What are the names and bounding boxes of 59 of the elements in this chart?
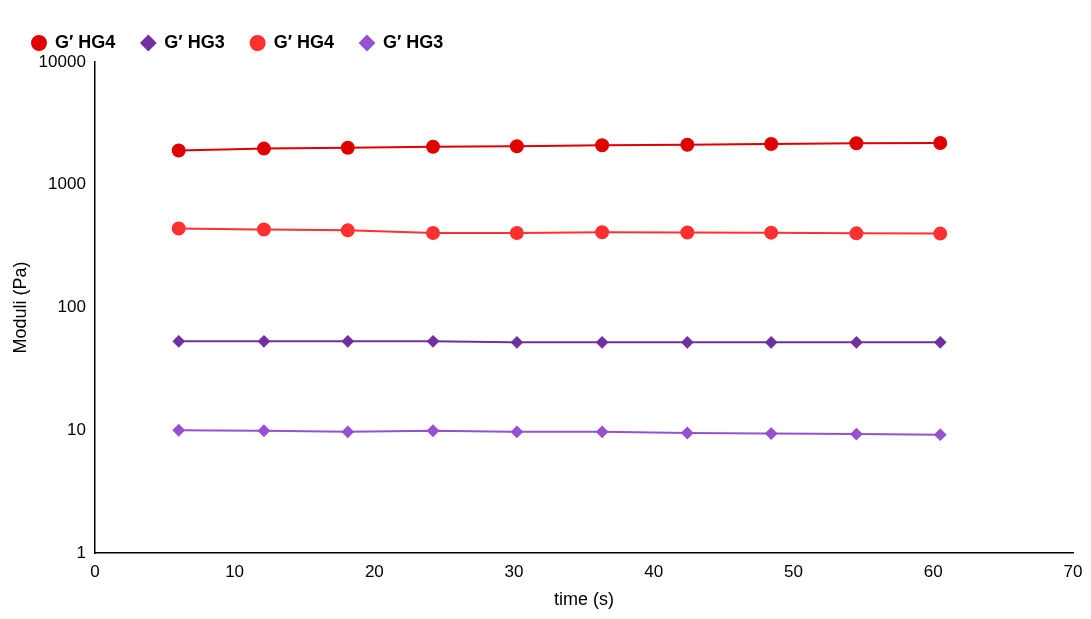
- point: [764, 136, 779, 151]
- point: [849, 226, 864, 241]
- legend-label: G′ HG3: [382, 31, 444, 52]
- x-axis-title: time (s): [553, 589, 614, 610]
- point: [256, 222, 271, 237]
- point: [510, 425, 523, 438]
- point: [681, 426, 694, 439]
- point: [427, 335, 440, 348]
- point: [340, 140, 355, 155]
- point: [341, 425, 354, 438]
- point: [340, 223, 355, 238]
- point: [934, 336, 947, 349]
- point: [257, 424, 270, 437]
- point: [680, 225, 695, 240]
- y-axis-title: Moduli (Pa): [9, 261, 30, 354]
- point: [595, 225, 610, 240]
- point: [933, 135, 948, 150]
- x-tick-label: 0: [90, 561, 100, 581]
- point: [171, 143, 186, 158]
- x-tick-label: 10: [225, 561, 245, 581]
- point: [426, 225, 441, 240]
- point: [765, 336, 778, 349]
- point: [256, 141, 271, 156]
- x-tick-label: 60: [923, 561, 943, 581]
- point: [764, 225, 779, 240]
- y-tick-label: 10000: [38, 51, 86, 71]
- x-tick-label: 70: [1063, 561, 1083, 581]
- point: [171, 221, 186, 236]
- point: [426, 139, 441, 154]
- point: [257, 335, 270, 348]
- point: [934, 428, 947, 441]
- point: [509, 139, 524, 154]
- legend-label: G′ HG3: [164, 31, 225, 52]
- point: [849, 136, 864, 151]
- x-tick-label: 30: [504, 561, 524, 581]
- point: [510, 336, 523, 349]
- point: [680, 137, 695, 152]
- point: [341, 335, 354, 348]
- x-tick-label: 20: [364, 561, 384, 581]
- point: [850, 428, 863, 441]
- point: [427, 424, 440, 437]
- y-tick-label: 1000: [48, 174, 86, 194]
- point: [509, 225, 524, 240]
- point: [596, 425, 609, 438]
- y-tick-label: 100: [57, 297, 86, 317]
- point: [596, 336, 609, 349]
- x-tick-label: 40: [644, 561, 664, 581]
- point: [681, 336, 694, 349]
- point: [172, 335, 185, 348]
- point: [172, 424, 185, 437]
- y-tick-label: 1: [76, 542, 86, 562]
- legend-label: G′ HG4: [273, 31, 334, 52]
- point: [933, 226, 948, 241]
- point: [765, 427, 778, 440]
- x-tick-label: 50: [784, 561, 803, 581]
- y-tick-label: 10: [66, 419, 86, 439]
- point: [595, 138, 610, 153]
- point: [850, 336, 863, 349]
- legend-label: G′ HG4: [55, 31, 116, 52]
